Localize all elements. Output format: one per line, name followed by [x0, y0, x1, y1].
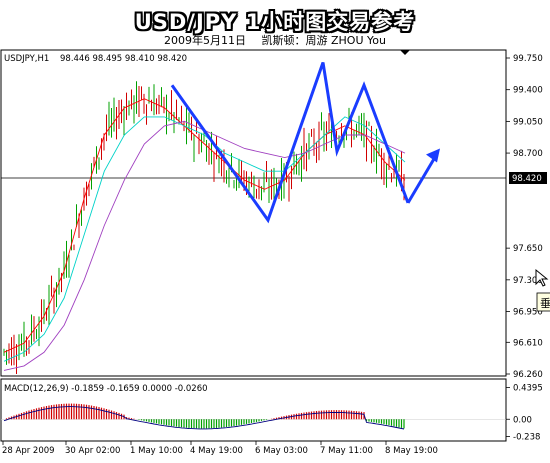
macd-tick-label: 0.00	[513, 415, 532, 425]
moving-average-line	[3, 98, 406, 353]
y-tick-label: 99.400	[513, 86, 543, 96]
x-tick-label: 4 May 19:00	[190, 446, 243, 456]
macd-tick-label: 0.4395	[513, 383, 543, 393]
x-axis: 28 Apr 2009 30 Apr 02:00 1 May 10:00 4 May …	[2, 441, 438, 456]
y-tick-label: 97.650	[513, 244, 543, 254]
zigzag-line	[170, 62, 410, 224]
cursor-icon	[535, 268, 549, 287]
macd-histogram	[1, 403, 506, 430]
current-price-box	[509, 172, 547, 184]
y-tick-label: 97.300	[513, 276, 543, 286]
main-panel	[0, 49, 507, 377]
zigzag-pattern	[170, 62, 440, 224]
macd-signal-line	[3, 406, 405, 430]
x-tick-label: 8 May 19:00	[385, 446, 438, 456]
y-tick-label: 96.950	[513, 308, 543, 318]
x-tick-label: 7 May 11:00	[320, 446, 373, 456]
current-price-label: 98.420	[512, 174, 542, 184]
report-date: 2009年5月11日	[164, 34, 246, 47]
macd-label: MACD(12,26,9) -0.1859 -0.1659 0.0000 -0.…	[4, 384, 208, 394]
ohlc-label: 98.446 98.495 98.410 98.420	[60, 54, 187, 64]
subtitle: 2009年5月11日 凯斯顿：周游 ZHOU You	[0, 32, 550, 48]
cursor-tooltip	[536, 292, 550, 312]
x-tick-label: 1 May 10:00	[130, 446, 183, 456]
macd-panel	[0, 378, 507, 442]
price-chart[interactable]: 99.750 99.400 99.050 98.700 97.650 97.300 96.9…	[0, 48, 550, 463]
y-tick-label: 99.750	[513, 54, 543, 64]
trend-arrow-head	[426, 148, 440, 163]
y-axis-main: 99.750 99.400 99.050 98.700 97.650 97.300 96.9…	[506, 54, 543, 380]
header: USD/JPY 1小时图交易参考 2009年5月11日 凯斯顿：周游 ZHOU …	[0, 0, 550, 48]
page-title: USD/JPY 1小时图交易参考	[134, 10, 416, 34]
y-axis-macd: 0.4395 0.00 -0.238	[506, 383, 543, 443]
cursor-tooltip-text: 垂	[540, 297, 550, 310]
y-tick-label: 99.050	[513, 117, 543, 127]
x-tick-label: 6 May 03:00	[255, 446, 308, 456]
report-author: 凯斯顿：周游 ZHOU You	[261, 34, 386, 47]
y-tick-label: 98.700	[513, 149, 543, 159]
x-tick-label: 28 Apr 2009	[2, 446, 55, 456]
symbol-label: USDJPY,H1	[4, 54, 49, 64]
scroll-marker-icon[interactable]	[400, 50, 410, 55]
y-tick-label: 96.260	[513, 370, 543, 380]
y-tick-label: 96.610	[513, 338, 543, 348]
trend-arrow	[406, 154, 438, 204]
macd-tick-label: -0.238	[513, 433, 540, 443]
moving-average-line	[3, 116, 406, 362]
x-tick-label: 30 Apr 02:00	[65, 446, 120, 456]
